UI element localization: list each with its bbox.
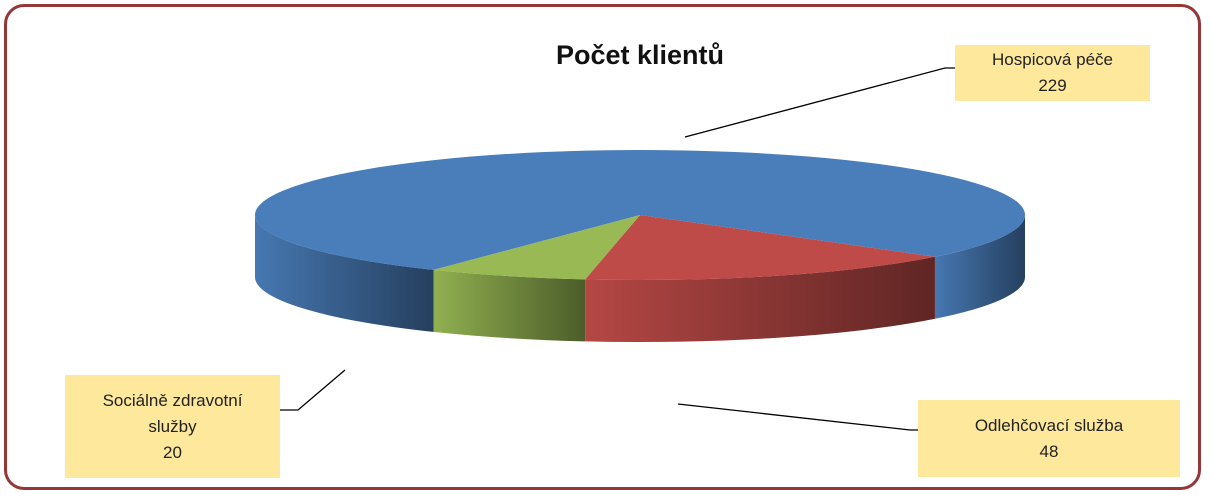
- pie-slice-side-shade: [255, 215, 434, 332]
- label-name: Odlehčovací služba: [974, 415, 1124, 435]
- pie-slice-side-shade: [433, 269, 586, 342]
- pie-slice: [254, 150, 1025, 270]
- label-value: 48: [1039, 441, 1059, 461]
- pie-slice-side-shade: [585, 256, 935, 342]
- data-label: Odlehčovací služba 48: [918, 400, 1180, 477]
- pie-slice-side-shade: [934, 215, 1025, 319]
- label-name: Hospicová péče: [992, 50, 1113, 69]
- chart-title: Počet klientů: [555, 40, 725, 70]
- chart-frame: [4, 4, 1201, 490]
- data-label: Sociálně zdravotní služby 20: [65, 375, 280, 478]
- label-name: Sociálně zdravotní služby: [102, 390, 243, 436]
- leader-line: [684, 67, 955, 138]
- pie-slice: [585, 215, 935, 280]
- leader-line: [677, 403, 918, 431]
- data-label: Hospicová péče 229: [955, 45, 1150, 101]
- label-value: 229: [1038, 76, 1067, 95]
- leader-line: [280, 369, 346, 411]
- label-value: 20: [163, 442, 182, 462]
- pie-slice: [433, 215, 640, 280]
